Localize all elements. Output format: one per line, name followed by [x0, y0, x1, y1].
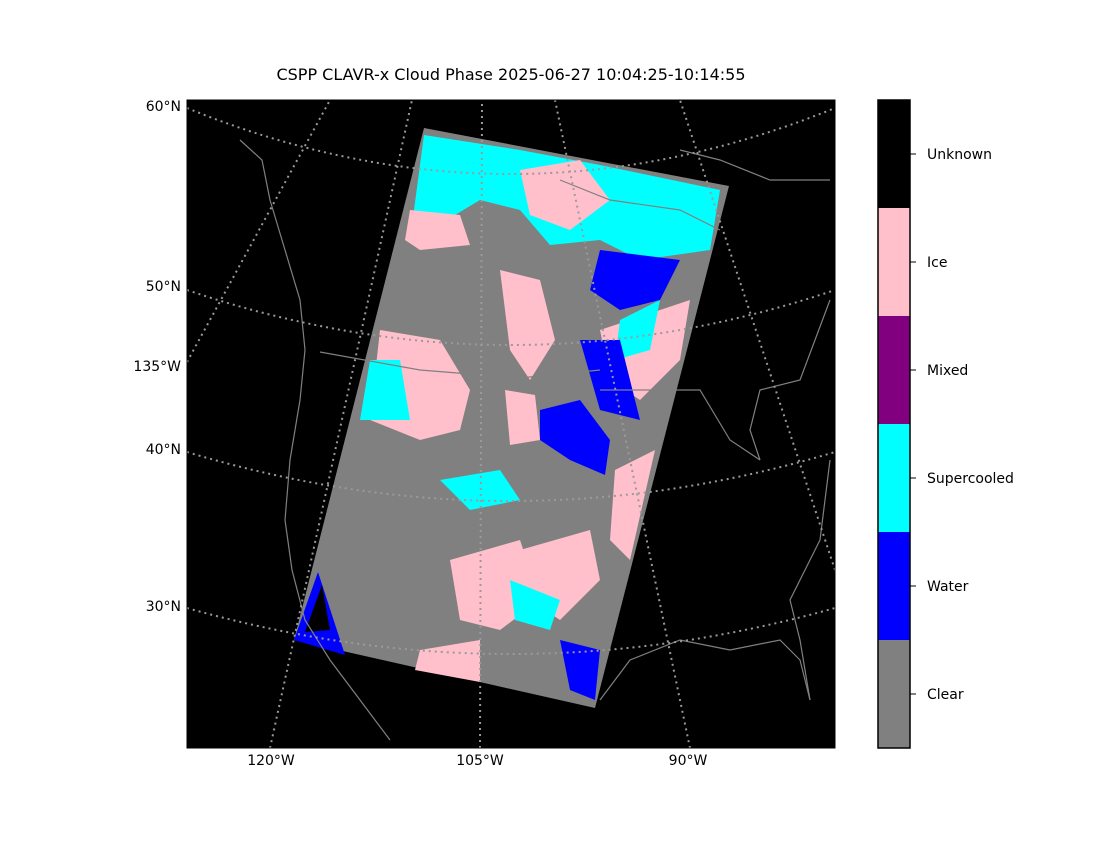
colorbar-label: Water — [927, 579, 969, 595]
colorbar-label: Ice — [927, 255, 947, 271]
map: 60°N 50°N 40°N 30°N 135°W 120°W 105°W 90… — [133, 99, 836, 769]
colorbar-segment — [878, 316, 910, 424]
lon-label: 90°W — [669, 753, 708, 769]
lon-label: 120°W — [247, 753, 295, 769]
colorbar-segment — [878, 532, 910, 640]
colorbar-label: Supercooled — [927, 471, 1014, 487]
colorbar-label: Mixed — [927, 363, 968, 379]
lat-label: 40°N — [146, 442, 181, 458]
swath-gap — [305, 585, 330, 632]
graticule — [187, 100, 835, 748]
colorbar-segment — [878, 208, 910, 316]
colorbar-segment — [878, 424, 910, 532]
lon-label: 135°W — [133, 359, 181, 375]
lat-label: 60°N — [146, 99, 181, 115]
lat-label: 30°N — [146, 599, 181, 615]
colorbar-label: Unknown — [927, 147, 992, 163]
colorbar: Unknown Ice Mixed Supercooled Water Clear — [877, 99, 1014, 749]
colorbar-segment — [878, 640, 910, 748]
cloud-regions — [360, 135, 720, 700]
lat-label: 50°N — [146, 279, 181, 295]
lon-label: 105°W — [456, 753, 504, 769]
colorbar-label: Clear — [927, 687, 964, 703]
coastlines — [239, 139, 831, 741]
colorbar-frame — [877, 99, 911, 749]
title: CSPP CLAVR-x Cloud Phase 2025-06-27 10:0… — [276, 65, 745, 84]
colorbar-segment — [878, 100, 910, 208]
